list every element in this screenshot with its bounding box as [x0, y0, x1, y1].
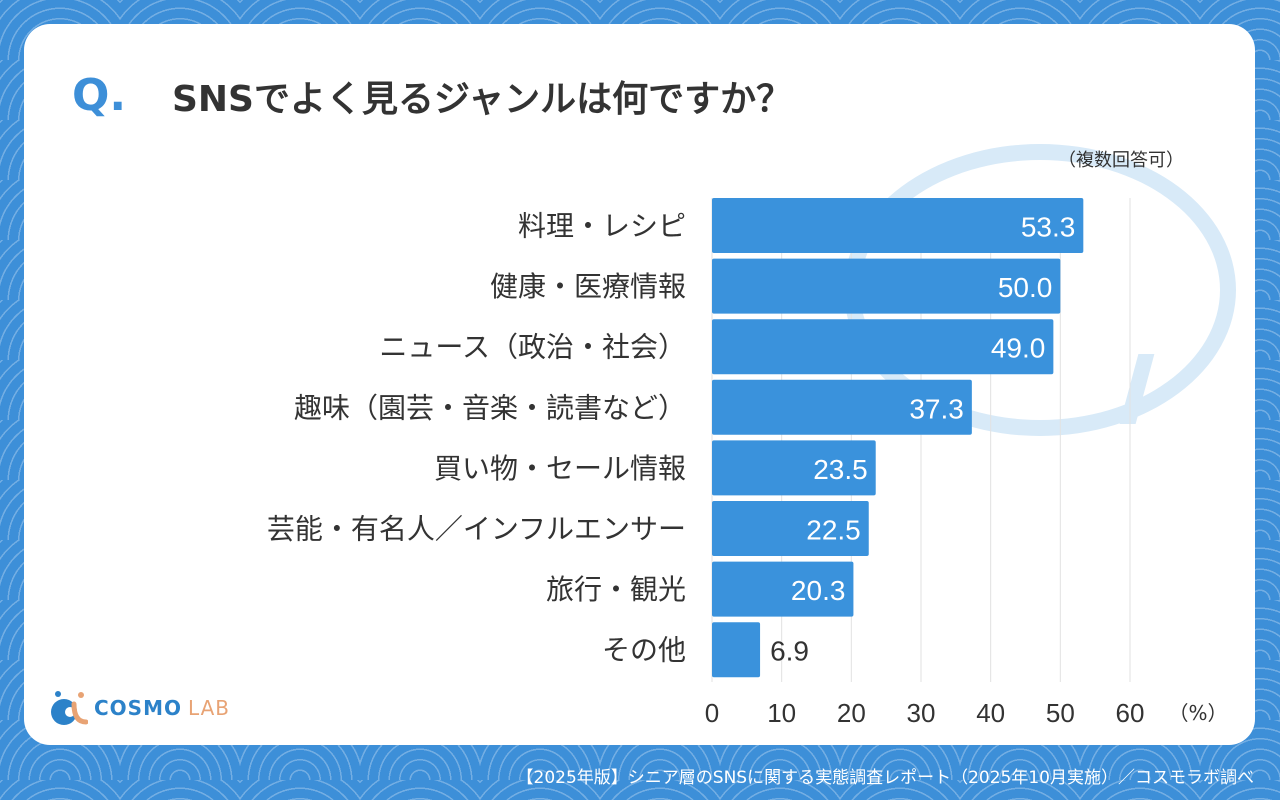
question-mark-label: Q.: [72, 70, 127, 121]
x-tick-label: 50: [1046, 698, 1075, 728]
category-label: ニュース（政治・社会）: [379, 331, 686, 364]
multiple-answer-note: （複数回答可）: [1058, 150, 1184, 171]
cosmo-lab-logo: COSMO LAB: [48, 688, 230, 728]
category-label: その他: [602, 634, 686, 667]
category-label: 旅行・観光: [546, 573, 686, 606]
category-label: 買い物・セール情報: [434, 452, 686, 485]
bar: [712, 622, 761, 678]
logo-icon: [51, 691, 88, 725]
category-label: 料理・レシピ: [518, 210, 686, 243]
source-footer: 【2025年版】シニア層のSNSに関する実態調査レポート（2025年10月実施）…: [516, 768, 1254, 788]
data-label: 50.0: [998, 272, 1053, 303]
bar: [712, 440, 876, 496]
bar: [712, 561, 854, 617]
bar: [712, 258, 1061, 314]
data-label: 37.3: [909, 393, 964, 424]
category-label: 芸能・有名人／インフルエンサー: [267, 513, 686, 546]
x-tick-label: 30: [907, 698, 936, 728]
chart-card: [24, 24, 1255, 745]
category-label: 健康・医療情報: [490, 270, 686, 303]
logo-text-lab: LAB: [188, 696, 231, 720]
x-unit-label: （%）: [1168, 701, 1227, 725]
x-tick-label: 40: [976, 698, 1005, 728]
data-label: 20.3: [791, 575, 846, 606]
data-label: 6.9: [770, 636, 809, 667]
x-tick-label: 10: [767, 698, 796, 728]
logo-text-cosmo: COSMO: [94, 696, 182, 720]
page-title: SNSでよく見るジャンルは何ですか？: [172, 79, 793, 120]
category-label: 趣味（園芸・音楽・読書など）: [294, 391, 686, 424]
x-tick-label: 60: [1116, 698, 1145, 728]
bar: [712, 319, 1054, 375]
bar: [712, 379, 972, 435]
bar: [712, 501, 869, 556]
x-tick-label: 20: [837, 698, 866, 728]
x-tick-label: 0: [705, 698, 719, 728]
data-label: 49.0: [991, 333, 1046, 364]
data-label: 23.5: [813, 454, 868, 485]
data-label: 22.5: [806, 515, 861, 546]
bar: [712, 198, 1084, 253]
data-label: 53.3: [1021, 212, 1076, 243]
